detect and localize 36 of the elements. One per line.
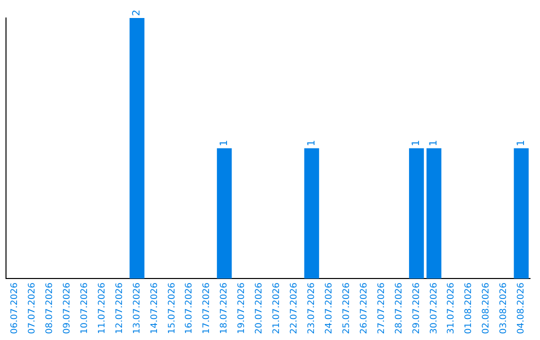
x-tick-label: 24.07.2026 <box>324 282 334 334</box>
x-tick-label: 10.07.2026 <box>80 282 90 334</box>
data-label: 1 <box>411 140 422 146</box>
x-tick-label: 20.07.2026 <box>254 282 265 334</box>
x-tick-label: 06.07.2026 <box>10 282 20 334</box>
x-tick-label: 30.07.2026 <box>429 282 440 334</box>
x-tick-label: 04.08.2026 <box>516 282 527 334</box>
x-tick-label: 13.07.2026 <box>132 282 142 334</box>
x-tick-label: 16.07.2026 <box>184 282 195 334</box>
x-tick-label: 23.07.2026 <box>307 282 318 334</box>
x-tick-label: 01.08.2026 <box>464 282 474 334</box>
x-tick-label: 21.07.2026 <box>272 282 282 334</box>
x-tick-label: 12.07.2026 <box>114 282 125 334</box>
x-tick-label: 09.07.2026 <box>62 282 72 334</box>
x-tick-label: 25.07.2026 <box>342 282 352 334</box>
x-tick-label: 27.07.2026 <box>376 282 387 334</box>
x-tick-label: 17.07.2026 <box>202 282 212 334</box>
data-label: 2 <box>132 10 143 16</box>
x-tick-label: 31.07.2026 <box>446 282 457 334</box>
x-tick-label: 19.07.2026 <box>237 282 248 334</box>
x-tick-label: 03.08.2026 <box>499 282 510 334</box>
data-label: 1 <box>516 140 527 146</box>
x-tick-label: 08.07.2026 <box>45 282 56 334</box>
x-tick-label: 28.07.2026 <box>394 282 404 334</box>
data-label: 1 <box>218 140 230 146</box>
x-tick-label: 29.07.2026 <box>412 282 422 334</box>
x-tick-label: 07.07.2026 <box>28 282 38 334</box>
x-tick-label: 18.07.2026 <box>220 282 230 334</box>
x-tick-label: 11.07.2026 <box>97 282 108 334</box>
x-tick-label: 02.08.2026 <box>482 282 492 334</box>
data-label: 1 <box>306 140 318 146</box>
x-tick-label: 14.07.2026 <box>150 282 160 334</box>
x-tick-label: 15.07.2026 <box>167 282 178 334</box>
x-tick-label: 26.07.2026 <box>359 282 370 334</box>
x-tick-label: 22.07.2026 <box>290 282 300 334</box>
data-label: 1 <box>428 140 440 146</box>
